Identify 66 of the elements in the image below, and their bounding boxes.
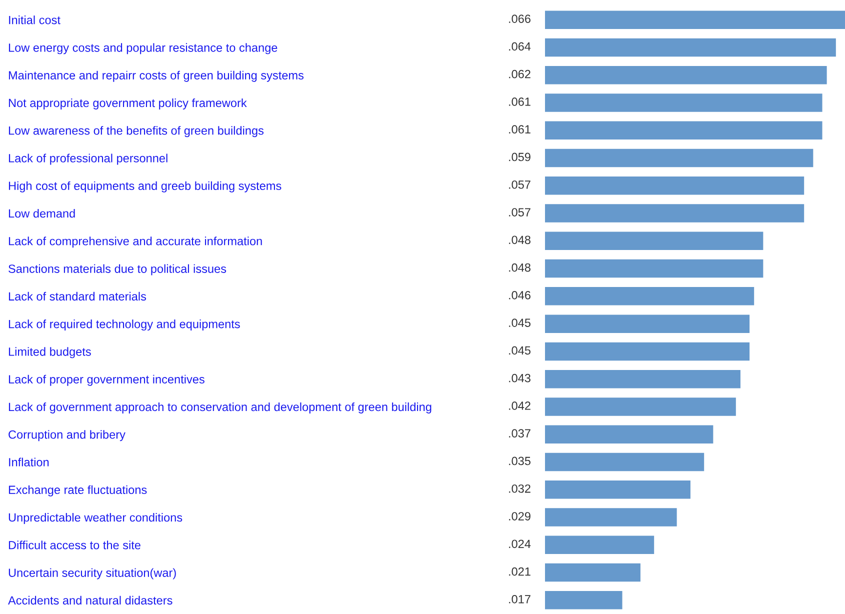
bar	[545, 94, 822, 112]
y-tick-label: Lack of government approach to conservation and development of green building	[8, 402, 432, 414]
y-tick-label: Inflation	[9, 458, 49, 466]
bar	[545, 452, 704, 472]
y-tick-label: Lack of standard materials	[8, 292, 146, 301]
y-tick-label: Accidents and natural didasters	[8, 596, 172, 605]
bar	[545, 536, 654, 554]
data-label: .057	[509, 208, 530, 216]
y-tick-label: Not appropriate government policy framework	[8, 98, 247, 110]
bar	[545, 204, 804, 222]
data-label: .043	[509, 374, 530, 382]
y-tick-label: Low demand	[8, 208, 75, 218]
data-label: .064	[509, 42, 531, 51]
data-label: .017	[509, 594, 530, 604]
bar	[545, 259, 764, 278]
y-tick-label: Limited budgets	[8, 347, 91, 358]
data-label: .057	[509, 180, 530, 189]
bar	[545, 38, 836, 57]
bar	[545, 287, 754, 306]
y-tick-label: Exchange rate fluctuations	[8, 485, 147, 496]
y-tick-label: Lack of comprehensive and accurate information	[8, 236, 262, 248]
y-tick-label: Uncertain security situation(war)	[8, 568, 176, 580]
data-label: .024	[509, 540, 531, 548]
bar	[545, 480, 690, 499]
y-tick-label: Maintenance and repairr costs of green building systems	[8, 70, 304, 82]
y-tick-label: Corruption and bribery	[8, 430, 126, 442]
data-label: .046	[509, 290, 530, 300]
y-tick-label: Difficult access to the site	[8, 540, 140, 550]
bar	[545, 314, 750, 333]
data-label: .048	[509, 236, 530, 244]
y-tick-label: Lack of professional personnel	[8, 154, 168, 165]
y-tick-label: Low energy costs and popular resistance to change	[8, 43, 278, 54]
y-tick-label: High cost of equipments and greeb building systems	[8, 181, 282, 192]
y-tick-label: Sanctions materials due to political issues	[8, 264, 226, 276]
bar	[545, 508, 677, 526]
bar	[545, 591, 622, 610]
bar	[545, 176, 804, 195]
bar	[545, 121, 822, 140]
data-label: .029	[509, 512, 530, 520]
data-label: .061	[509, 125, 530, 134]
bar	[545, 342, 750, 361]
y-tick-label: Low awareness of the benefits of green buildings	[8, 126, 264, 138]
bar	[545, 10, 845, 29]
bar	[545, 370, 740, 388]
bar	[545, 425, 714, 444]
data-label: .045	[509, 318, 530, 327]
data-label: .037	[509, 429, 530, 438]
bar	[545, 232, 764, 250]
bar	[545, 563, 640, 582]
data-label: .021	[509, 567, 530, 576]
bar	[545, 398, 736, 416]
bar	[545, 148, 814, 168]
data-label: .061	[509, 98, 530, 106]
y-tick-label: Unpredictable weather conditions	[8, 512, 182, 524]
data-label: .062	[509, 70, 530, 78]
y-tick-label: Lack of required technology and equipments	[8, 320, 240, 331]
data-label: .048	[509, 263, 530, 272]
data-label: .042	[509, 402, 530, 410]
data-label: .066	[509, 14, 530, 23]
data-label: .045	[509, 346, 530, 355]
y-tick-label: Initial cost	[9, 16, 60, 24]
data-label: .035	[509, 456, 530, 466]
bar	[545, 66, 827, 84]
data-label: .032	[509, 484, 530, 493]
data-label: .059	[509, 152, 530, 162]
y-tick-label: Lack of proper government incentives	[8, 374, 204, 386]
